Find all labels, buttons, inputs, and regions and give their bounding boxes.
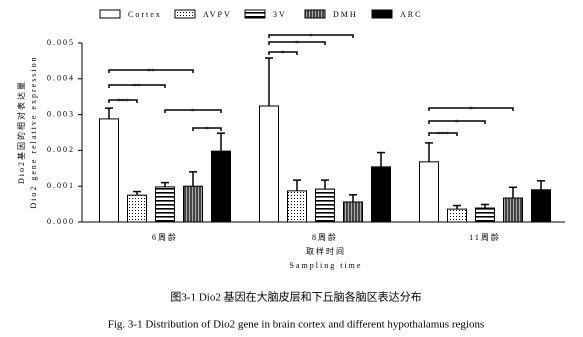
x-axis-label-zh: 取样时间 [306, 246, 346, 256]
significance-bracket [268, 41, 326, 45]
significance-label: * [455, 118, 459, 127]
significance-bracket [108, 99, 138, 103]
significance-bracket [164, 109, 222, 113]
bar [419, 161, 439, 223]
bar [259, 105, 279, 223]
significance-label: *** [437, 130, 449, 139]
bar [183, 185, 203, 223]
bar [127, 194, 147, 223]
legend-swatch [371, 9, 393, 19]
bar [287, 190, 307, 223]
bar [447, 208, 467, 223]
legend-label: AVPV [203, 10, 232, 19]
bar [155, 186, 175, 223]
significance-label: *** [117, 97, 129, 106]
legend-label: Cortex [128, 10, 162, 19]
legend-swatch [244, 9, 266, 19]
y-axis-label-zh: Dio2基因的相对表达量 [16, 80, 26, 184]
caption-zh: 图3-1 Dio2 基因在大脑皮层和下丘脑各脑区表达分布 [170, 290, 421, 304]
legend-swatch [99, 9, 121, 19]
caption-en: Fig. 3-1 Distribution of Dio2 gene in br… [108, 319, 484, 331]
significance-bracket [428, 120, 486, 124]
bar [475, 207, 495, 223]
bar [211, 150, 231, 223]
x-tick-label: 11周龄 [469, 232, 501, 242]
significance-bracket [192, 127, 222, 131]
legend-label: 3V [273, 10, 287, 19]
y-tick-label: 0.001 [47, 181, 75, 190]
y-tick-label: 0.003 [47, 109, 75, 118]
y-axis-label: Dio2 gene relative expression [29, 55, 38, 208]
legend-label: DMH [333, 10, 358, 19]
bar [315, 188, 335, 223]
significance-bracket [108, 69, 194, 73]
y-tick-label: 0.004 [47, 74, 75, 83]
significance-label: * [295, 39, 299, 48]
bar [99, 118, 119, 223]
x-tick-label: 8周龄 [312, 232, 338, 242]
bar [343, 201, 363, 223]
significance-bracket [108, 84, 166, 88]
significance-label: ** [133, 82, 141, 91]
y-tick-label: 0.002 [47, 145, 75, 154]
significance-label: * [205, 125, 209, 134]
significance-bracket [428, 107, 514, 111]
bar [371, 166, 391, 223]
significance-bracket [428, 132, 458, 136]
significance-label: * [191, 107, 195, 116]
significance-bracket [268, 34, 354, 38]
bar [503, 197, 523, 223]
x-tick-label: 6周龄 [152, 232, 178, 242]
significance-label: * [281, 49, 285, 58]
bar [531, 189, 551, 223]
y-tick-label: 0.005 [47, 38, 75, 47]
x-axis-label: Sampling time [290, 261, 363, 270]
significance-bracket [268, 51, 298, 55]
significance-label: ** [147, 67, 155, 76]
legend-swatch [174, 9, 196, 19]
legend-label: ARC [400, 10, 422, 19]
y-tick-label: 0.000 [47, 217, 75, 226]
legend-swatch [304, 9, 326, 19]
significance-label: * [309, 32, 313, 41]
significance-label: * [469, 105, 473, 114]
